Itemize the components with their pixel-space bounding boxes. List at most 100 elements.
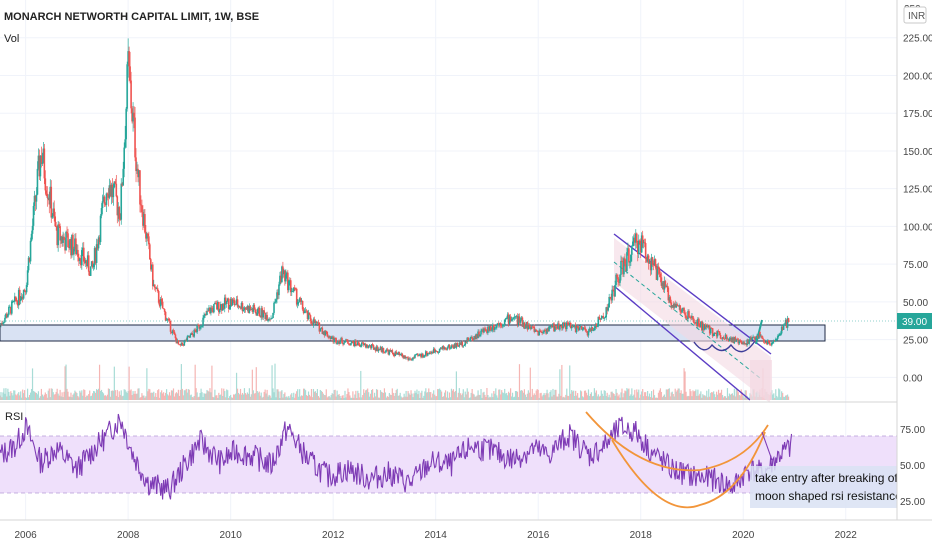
volume-bar bbox=[629, 395, 631, 400]
candle-body bbox=[237, 305, 240, 307]
candle-body bbox=[600, 318, 603, 320]
volume-bar bbox=[370, 393, 372, 400]
candle-body bbox=[610, 296, 612, 301]
volume-bar bbox=[605, 395, 607, 400]
candle-body bbox=[566, 322, 569, 324]
rsi-pane[interactable]: RSI take entry after breaking of moon sh… bbox=[0, 411, 908, 509]
volume-bar bbox=[360, 370, 362, 400]
volume-bar bbox=[241, 392, 244, 400]
price-pane[interactable]: MONARCH NETWORTH CAPITAL LIMIT, 1W, BSE … bbox=[0, 0, 897, 520]
candle-body bbox=[325, 330, 328, 332]
candle-body bbox=[739, 340, 742, 342]
volume-bar bbox=[261, 397, 263, 400]
volume-bar bbox=[547, 393, 549, 400]
volume-bar bbox=[164, 395, 166, 400]
candle-body bbox=[461, 342, 464, 347]
volume-bar bbox=[453, 392, 456, 400]
volume-bar bbox=[481, 397, 483, 400]
price-axis[interactable]: 250 INR 225.00200.00175.00150.00125.0010… bbox=[896, 0, 932, 520]
volume-bar bbox=[17, 393, 19, 400]
candle-body bbox=[464, 341, 467, 346]
volume-bar bbox=[726, 388, 729, 400]
candle-body bbox=[72, 234, 74, 255]
volume-bar bbox=[590, 392, 593, 400]
volume-bar bbox=[291, 393, 293, 400]
candle-body bbox=[274, 302, 276, 303]
volume-bar bbox=[554, 389, 556, 400]
candle-body bbox=[586, 331, 589, 336]
candle-body bbox=[134, 117, 136, 158]
candle-body bbox=[103, 196, 106, 204]
candle-body bbox=[641, 235, 644, 243]
candle-body bbox=[97, 237, 100, 249]
volume-bar bbox=[634, 389, 636, 400]
candle-body bbox=[674, 303, 677, 308]
volume-bar bbox=[72, 394, 74, 400]
candle-body bbox=[238, 305, 241, 308]
volume-bar bbox=[567, 395, 569, 400]
currency-button[interactable] bbox=[903, 6, 927, 24]
candle-body bbox=[20, 296, 23, 300]
candle-body bbox=[725, 334, 728, 340]
volume-bar bbox=[375, 389, 378, 400]
candle-body bbox=[681, 309, 683, 313]
candle-body bbox=[609, 296, 611, 298]
candle-body bbox=[191, 332, 194, 335]
currency-label: INR bbox=[908, 11, 925, 22]
annotation-box[interactable] bbox=[750, 466, 898, 508]
candle-body bbox=[177, 340, 180, 345]
candle-body bbox=[221, 303, 224, 311]
volume-bar bbox=[785, 395, 787, 400]
volume-bar bbox=[445, 397, 448, 400]
price-tick: 0.00 bbox=[903, 373, 923, 384]
candle-body bbox=[233, 300, 236, 306]
candle-body bbox=[77, 249, 79, 257]
candle-body bbox=[777, 335, 780, 337]
candle-body bbox=[219, 309, 221, 313]
volume-bar bbox=[489, 396, 491, 400]
volume-bar bbox=[659, 388, 662, 400]
volume-bar bbox=[26, 397, 28, 400]
volume-bar bbox=[260, 392, 262, 400]
volume-bar bbox=[607, 397, 609, 400]
volume-bar bbox=[43, 394, 45, 400]
volume-bar bbox=[231, 397, 233, 400]
volume-bar bbox=[355, 390, 357, 400]
volume-bar bbox=[435, 396, 437, 400]
candle-body bbox=[455, 342, 458, 348]
candle-body bbox=[672, 305, 675, 308]
volume-bar bbox=[452, 389, 455, 400]
candle-body bbox=[126, 64, 128, 109]
volume-bar bbox=[648, 396, 650, 400]
channel-lower-line bbox=[613, 285, 751, 401]
time-axis[interactable]: 2006 2008 2010 2012 2014 2016 2018 2020 2022 bbox=[0, 519, 932, 541]
candle-body bbox=[549, 326, 551, 328]
candle-body bbox=[447, 344, 450, 348]
candle-body bbox=[340, 338, 342, 342]
volume-bar bbox=[655, 397, 658, 400]
volume-bar bbox=[632, 395, 634, 400]
volume-bar bbox=[458, 388, 460, 400]
candle-body bbox=[783, 324, 786, 326]
volume-bar bbox=[516, 391, 519, 400]
candle-body bbox=[462, 345, 465, 347]
volume-bar bbox=[233, 394, 235, 400]
volume-bar bbox=[40, 388, 42, 400]
volume-bar bbox=[259, 395, 261, 400]
volume-bar bbox=[32, 390, 35, 400]
volume-bar bbox=[724, 396, 727, 400]
price-tick: 25.00 bbox=[903, 336, 928, 347]
candle-body bbox=[619, 274, 621, 283]
candle-body bbox=[198, 324, 200, 329]
candle-body bbox=[565, 322, 568, 330]
volume-bar bbox=[329, 397, 331, 400]
candle-body bbox=[498, 323, 501, 326]
candle-body bbox=[477, 331, 479, 339]
volume-bar bbox=[700, 391, 702, 400]
volume-bar bbox=[275, 397, 277, 400]
volume-bar bbox=[51, 388, 53, 400]
candle-body bbox=[332, 336, 334, 343]
candle-body bbox=[33, 195, 36, 206]
candle-body bbox=[634, 237, 636, 243]
